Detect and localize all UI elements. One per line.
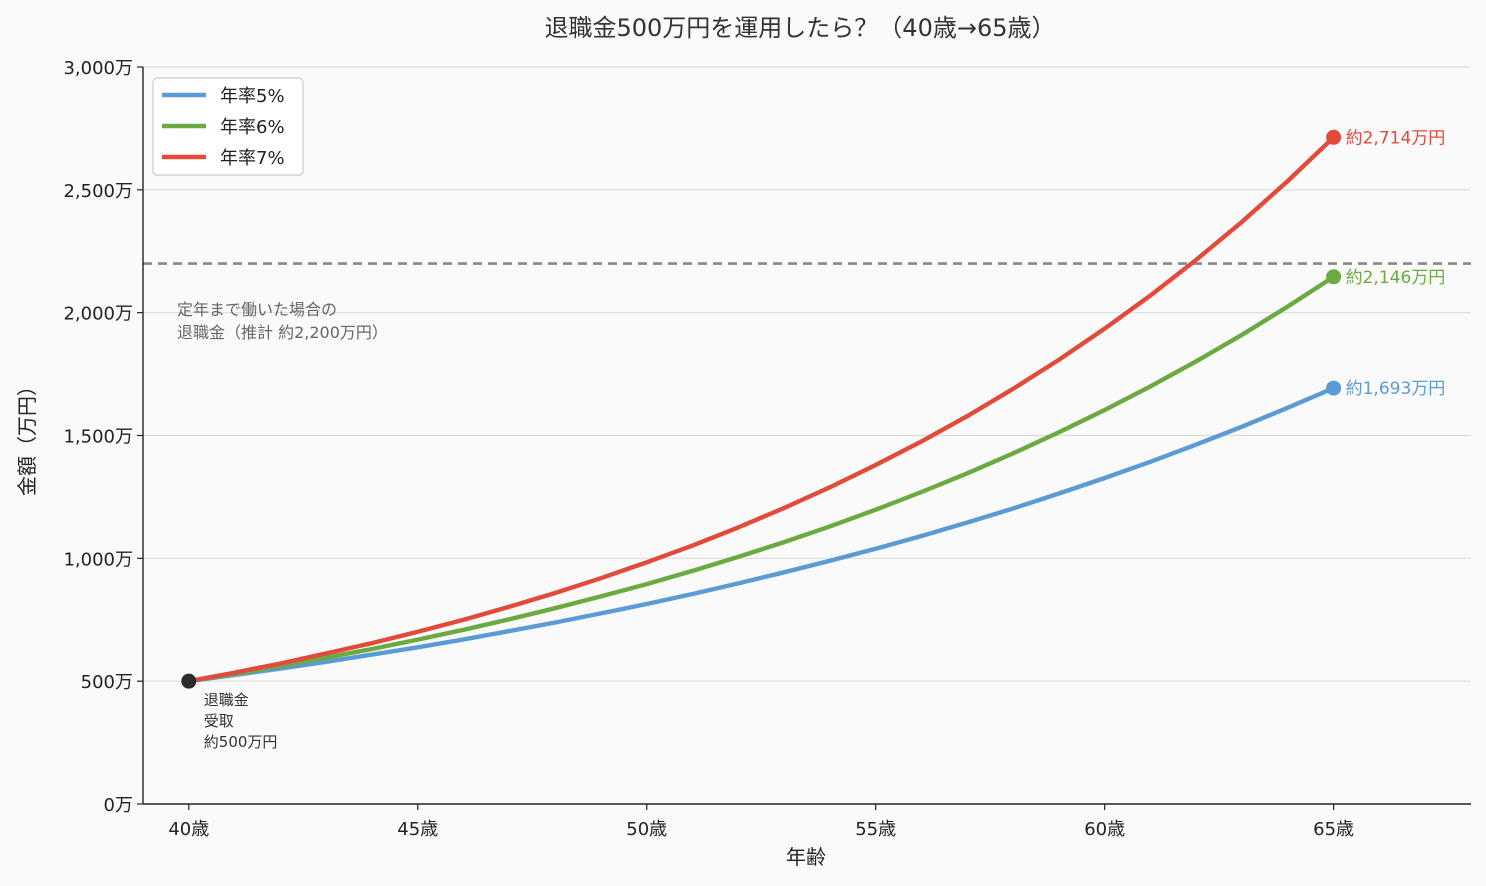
reference-line-label: 退職金（推計 約2,200万円）: [177, 323, 388, 342]
x-tick-label: 60歳: [1084, 819, 1125, 840]
chart-title: 退職金500万円を運用したら？（40歳→65歳）: [545, 14, 1056, 42]
series-line-2: [186, 274, 1336, 684]
reference-line-label: 定年まで働いた場合の: [177, 300, 337, 319]
start-point-label: 退職金: [204, 691, 249, 709]
end-value-label-3: 約2,714万円: [1346, 128, 1446, 148]
legend-label-3: 年率7%: [220, 148, 285, 169]
series-group: [181, 129, 1342, 689]
series-line-3: [186, 135, 1336, 684]
y-tick-label: 2,000万: [63, 304, 133, 325]
start-point-label: 約500万円: [204, 733, 278, 751]
start-point: [181, 673, 197, 689]
y-tick-label: 500万: [81, 672, 133, 693]
y-tick-label: 0万: [104, 795, 133, 816]
legend-label-1: 年率5%: [220, 86, 285, 107]
series-line-1: [186, 385, 1336, 684]
x-tick-label: 65歳: [1313, 819, 1354, 840]
end-point-3: [1326, 129, 1342, 145]
end-point-2: [1326, 269, 1342, 285]
legend: 年率5% 年率6% 年率7%: [152, 77, 304, 176]
end-value-label-1: 約1,693万円: [1346, 379, 1446, 399]
legend-box: [152, 77, 304, 176]
x-axis-title: 年齢: [786, 845, 826, 869]
x-tick-label: 45歳: [397, 819, 438, 840]
legend-label-2: 年率6%: [220, 117, 285, 138]
x-tick-label: 55歳: [855, 819, 896, 840]
grid: [143, 66, 1471, 682]
x-tick-label: 40歳: [168, 819, 209, 840]
end-value-label-2: 約2,146万円: [1346, 268, 1446, 288]
axes: 0万 500万 1,000万 1,500万 2,000万 2,500万 3,000万 40歳 4…: [63, 58, 1471, 840]
y-tick-label: 1,500万: [63, 427, 133, 448]
y-axis-title: 金額（万円）: [15, 376, 39, 496]
x-tick-label: 50歳: [626, 819, 667, 840]
y-tick-label: 3,000万: [63, 58, 133, 79]
y-tick-label: 2,500万: [63, 181, 133, 202]
y-tick-label: 1,000万: [63, 549, 133, 570]
start-point-label: 受取: [204, 712, 234, 730]
end-point-1: [1326, 380, 1342, 396]
